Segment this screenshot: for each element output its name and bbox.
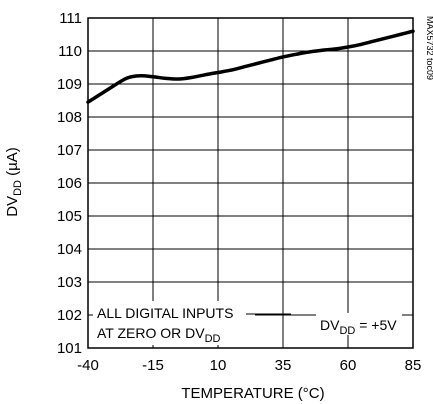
x-tick-label: 85 [405, 357, 422, 374]
y-tick-label: 108 [57, 109, 82, 126]
y-tick-label: 111 [59, 10, 82, 27]
note-annotation: ALL DIGITAL INPUTS AT ZERO OR DVDD [93, 301, 291, 345]
y-tick-label: 105 [57, 208, 82, 225]
y-axis-label-sub: DD [12, 180, 24, 196]
y-tick-label: 101 [57, 340, 82, 357]
y-axis-label-main: DV [4, 196, 21, 217]
y-axis-label: DVDD (µA) [4, 147, 24, 217]
y-axis-label-unit: (µA) [4, 147, 21, 180]
x-tick-label: -40 [77, 357, 99, 374]
y-tick-label: 102 [57, 307, 82, 324]
x-tick-label: -15 [142, 357, 164, 374]
y-tick-label: 103 [57, 274, 82, 291]
x-tick-labels: -40 -15 10 35 60 85 [77, 357, 421, 374]
series-layer [86, 29, 415, 104]
y-tick-label: 109 [57, 76, 82, 93]
x-tick-label: 60 [340, 357, 357, 374]
x-tick-label: 10 [210, 357, 227, 374]
side-label: MAX5732 toc09 [425, 16, 433, 80]
condition-label: DVDD = +5V [320, 317, 397, 337]
y-tick-labels: 101 102 103 104 105 106 107 108 109 110 111 [57, 10, 82, 357]
y-tick-label: 107 [57, 142, 82, 159]
y-tick-label: 104 [57, 241, 82, 258]
note-line-1: ALL DIGITAL INPUTS [97, 305, 233, 321]
condition-annotation: DVDD = +5V [316, 313, 402, 337]
x-axis-label: TEMPERATURE (°C) [181, 385, 324, 402]
y-tick-label: 106 [57, 175, 82, 192]
note-line-2: AT ZERO OR DVDD [97, 325, 221, 345]
plot-frame [87, 17, 414, 349]
series-line [86, 29, 415, 104]
x-tick-label: 35 [275, 357, 292, 374]
y-tick-label: 110 [58, 43, 82, 60]
grid-lines [87, 17, 414, 349]
